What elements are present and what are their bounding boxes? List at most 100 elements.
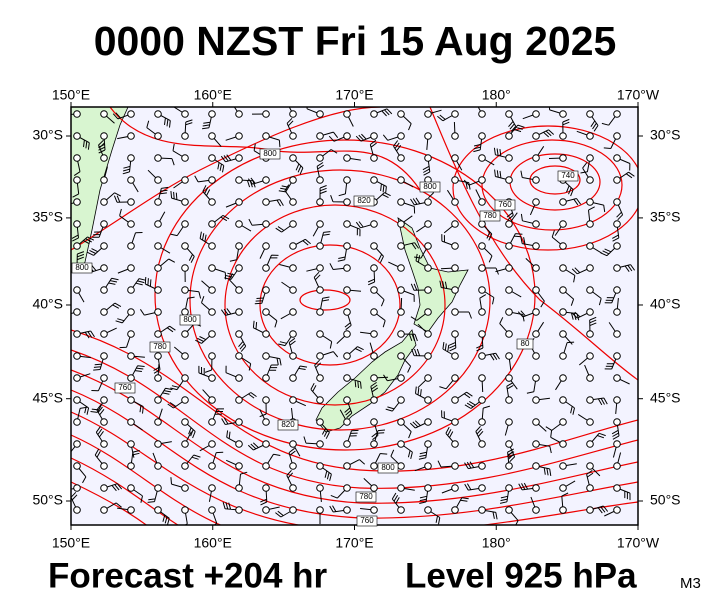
wind-barb — [247, 442, 267, 451]
wind-station — [262, 396, 270, 404]
wind-barb — [393, 140, 402, 159]
wind-station — [586, 418, 594, 426]
wind-station — [613, 198, 621, 206]
wind-station — [451, 308, 459, 316]
wind-station — [316, 396, 324, 404]
wind-station — [397, 198, 405, 206]
wind-station — [73, 506, 81, 514]
wind-barb — [103, 277, 119, 291]
isobars — [71, 107, 638, 525]
wind-station — [343, 396, 351, 404]
wind-station — [100, 198, 108, 206]
wind-station — [397, 396, 405, 404]
wind-station — [478, 264, 486, 272]
wind-barb — [589, 397, 608, 406]
wind-barb — [211, 408, 224, 423]
wind-barb — [499, 487, 510, 504]
wind-station — [208, 286, 216, 294]
wind-station — [478, 352, 486, 360]
wind-barb — [222, 501, 240, 511]
wind-barb — [211, 157, 225, 173]
wind-station — [208, 484, 216, 492]
wind-station — [208, 176, 216, 184]
wind-station — [208, 374, 216, 382]
wind-station — [424, 484, 432, 492]
isobar — [299, 289, 351, 311]
wind-station — [370, 506, 378, 514]
wind-station — [505, 308, 513, 316]
contour-label: 760 — [356, 515, 378, 527]
wind-station — [73, 462, 81, 470]
wind-station — [100, 374, 108, 382]
wind-station — [154, 110, 162, 118]
wind-barb — [373, 179, 387, 194]
wind-station — [397, 154, 405, 162]
wind-station — [586, 220, 594, 228]
wind-station — [100, 484, 108, 492]
wind-station — [559, 396, 567, 404]
wind-station — [559, 286, 567, 294]
wind-station — [559, 154, 567, 162]
contour-label: 760 — [114, 382, 136, 394]
wind-station — [424, 110, 432, 118]
wind-station — [316, 418, 324, 426]
wind-station — [208, 308, 216, 316]
contour-label: 780 — [479, 210, 501, 222]
contour-label: 800 — [259, 148, 281, 160]
wind-barb — [157, 186, 169, 203]
wind-barb — [422, 157, 431, 176]
wind-station — [397, 286, 405, 294]
wind-station — [532, 154, 540, 162]
wind-station — [235, 176, 243, 184]
wind-station — [127, 176, 135, 184]
lat-tick-label: 50°S — [650, 492, 681, 508]
lon-tick-label: 160°E — [194, 535, 232, 551]
wind-barb — [400, 333, 418, 342]
wind-station — [127, 374, 135, 382]
wind-station — [262, 330, 270, 338]
wind-barb — [518, 482, 537, 491]
wind-barb — [103, 483, 123, 492]
wind-station — [73, 330, 81, 338]
wind-station — [73, 396, 81, 404]
wind-station — [127, 352, 135, 360]
wind-station — [586, 242, 594, 250]
wind-station — [73, 132, 81, 140]
wind-barb — [319, 465, 332, 482]
wind-station — [424, 396, 432, 404]
lat-tick-label: 30°S — [32, 127, 63, 143]
wind-barb — [508, 124, 525, 137]
wind-station — [235, 242, 243, 250]
wind-station — [370, 286, 378, 294]
wind-station — [613, 352, 621, 360]
wind-station — [316, 242, 324, 250]
wind-station — [208, 242, 216, 250]
wind-station — [343, 484, 351, 492]
wind-station — [73, 418, 81, 426]
wind-station — [100, 132, 108, 140]
wind-station — [73, 484, 81, 492]
isobar — [259, 244, 401, 366]
wind-barb — [92, 223, 105, 238]
wind-station — [370, 110, 378, 118]
wind-station — [73, 220, 81, 228]
wind-station — [613, 264, 621, 272]
wind-station — [397, 110, 405, 118]
wind-barb — [87, 245, 105, 256]
wind-station — [397, 352, 405, 360]
isobar — [224, 204, 446, 406]
wind-station — [154, 440, 162, 448]
wind-barb — [278, 179, 294, 193]
wind-station — [235, 154, 243, 162]
wind-station — [289, 352, 297, 360]
wind-barb — [535, 129, 555, 138]
wind-station — [478, 484, 486, 492]
wind-station — [505, 242, 513, 250]
wind-station — [505, 418, 513, 426]
wind-station — [73, 242, 81, 250]
wind-barb — [604, 289, 618, 304]
lat-tick-label: 35°S — [650, 209, 681, 225]
forecast-label: Forecast +204 hr — [48, 556, 328, 595]
wind-station — [532, 308, 540, 316]
